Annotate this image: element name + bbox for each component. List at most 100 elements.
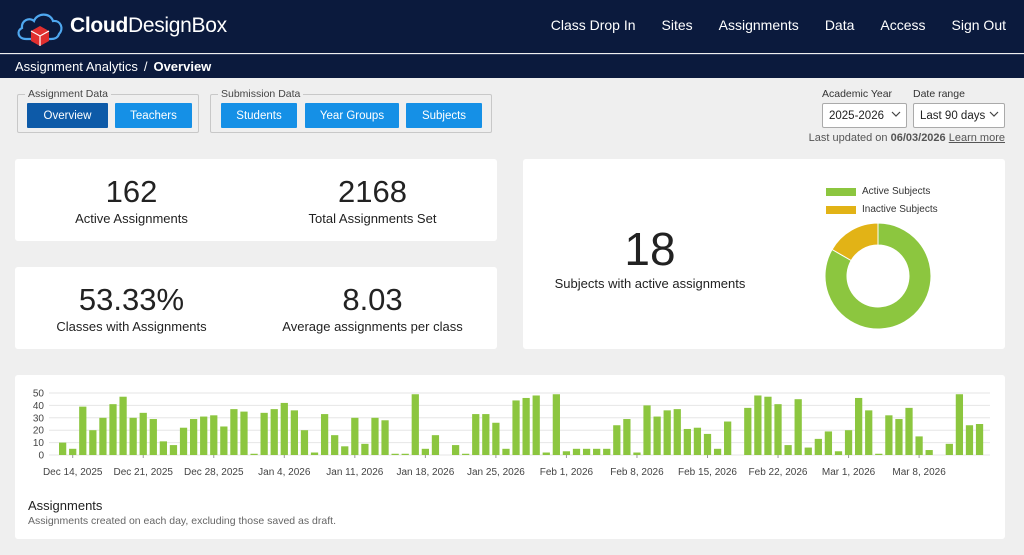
bar[interactable] [250,453,258,455]
bar[interactable] [290,410,298,455]
bar[interactable] [139,412,147,455]
bar[interactable] [492,422,500,455]
bar[interactable] [623,419,631,455]
bar[interactable] [119,396,127,455]
bar[interactable] [472,414,480,455]
bar[interactable] [512,400,520,455]
bar[interactable] [784,445,792,455]
bar[interactable] [945,443,953,455]
bar[interactable] [562,451,571,455]
bar[interactable] [814,438,822,455]
bar[interactable] [462,453,470,455]
bar[interactable] [613,425,621,455]
students-button[interactable]: Students [221,103,297,128]
bar[interactable] [885,415,893,455]
bar[interactable] [744,407,752,455]
bar[interactable] [179,427,188,455]
bar[interactable] [683,428,691,455]
bar[interactable] [411,394,419,455]
bar[interactable] [875,453,883,455]
bar[interactable] [421,448,429,455]
bar[interactable] [240,411,248,455]
bar[interactable] [895,419,903,455]
bar[interactable] [582,448,591,455]
year-groups-button[interactable]: Year Groups [305,103,399,128]
bar[interactable] [89,430,97,455]
bar[interactable] [532,395,540,455]
bar[interactable] [754,395,762,455]
bar[interactable] [844,430,853,455]
bar[interactable] [502,448,510,455]
bar[interactable] [381,420,389,455]
bar[interactable] [764,396,772,455]
academic-year-select[interactable]: 2025-2026 [822,103,907,128]
bar[interactable] [109,404,117,455]
nav-sites[interactable]: Sites [661,17,693,33]
bar[interactable] [482,414,490,455]
bar[interactable] [633,452,641,455]
bar[interactable] [331,435,339,455]
bar[interactable] [693,427,702,455]
bar[interactable] [703,433,712,455]
bar[interactable] [643,405,651,455]
bar[interactable] [99,417,107,455]
bar[interactable] [603,448,611,455]
bar[interactable] [804,447,812,455]
nav-data[interactable]: Data [824,17,855,33]
bar[interactable] [59,442,67,455]
bar[interactable] [210,415,218,455]
bar[interactable] [79,406,87,455]
bar[interactable] [431,435,440,455]
bar[interactable] [724,421,732,455]
brand-name[interactable]: CloudDesignBox [70,14,227,38]
bar[interactable] [522,397,530,455]
bar[interactable] [965,425,974,455]
bar[interactable] [220,426,228,455]
bar[interactable] [310,452,319,455]
breadcrumb-parent[interactable]: Assignment Analytics [15,59,138,74]
bar[interactable] [401,453,409,455]
bar[interactable] [451,445,460,455]
bar[interactable] [975,424,984,455]
bar[interactable] [794,399,802,455]
cloud-logo-icon[interactable] [14,7,66,47]
bar[interactable] [169,445,178,455]
bar[interactable] [200,416,208,455]
bar[interactable] [855,397,863,455]
bar[interactable] [391,453,399,455]
bar[interactable] [673,409,681,455]
bar[interactable] [713,448,722,455]
nav-class-drop-in[interactable]: Class Drop In [550,17,636,33]
bar[interactable] [149,419,157,455]
bar[interactable] [300,430,309,455]
bar[interactable] [593,448,601,455]
bar[interactable] [270,409,278,455]
subjects-button[interactable]: Subjects [406,103,482,128]
bar[interactable] [280,402,288,455]
bar[interactable] [371,417,379,455]
nav-sign-out[interactable]: Sign Out [951,17,1006,33]
bar[interactable] [955,394,964,455]
bar[interactable] [915,436,923,455]
nav-access[interactable]: Access [880,17,926,33]
learn-more-link[interactable]: Learn more [948,132,1005,144]
teachers-button[interactable]: Teachers [115,103,192,128]
bar[interactable] [663,410,671,455]
bar[interactable] [341,446,349,455]
bar[interactable] [189,419,198,455]
bar[interactable] [69,448,77,455]
bar[interactable] [260,412,268,455]
bar[interactable] [361,443,369,455]
bar[interactable] [834,451,843,455]
bar[interactable] [351,417,359,455]
bar[interactable] [230,409,238,455]
bar[interactable] [905,407,913,455]
bar[interactable] [925,450,933,455]
bar[interactable] [572,448,581,455]
bar[interactable] [552,394,560,455]
bar[interactable] [320,414,329,455]
date-range-select[interactable]: Last 90 days [913,103,1005,128]
bar[interactable] [774,404,782,455]
bar[interactable] [542,452,550,455]
overview-button[interactable]: Overview [27,103,108,128]
